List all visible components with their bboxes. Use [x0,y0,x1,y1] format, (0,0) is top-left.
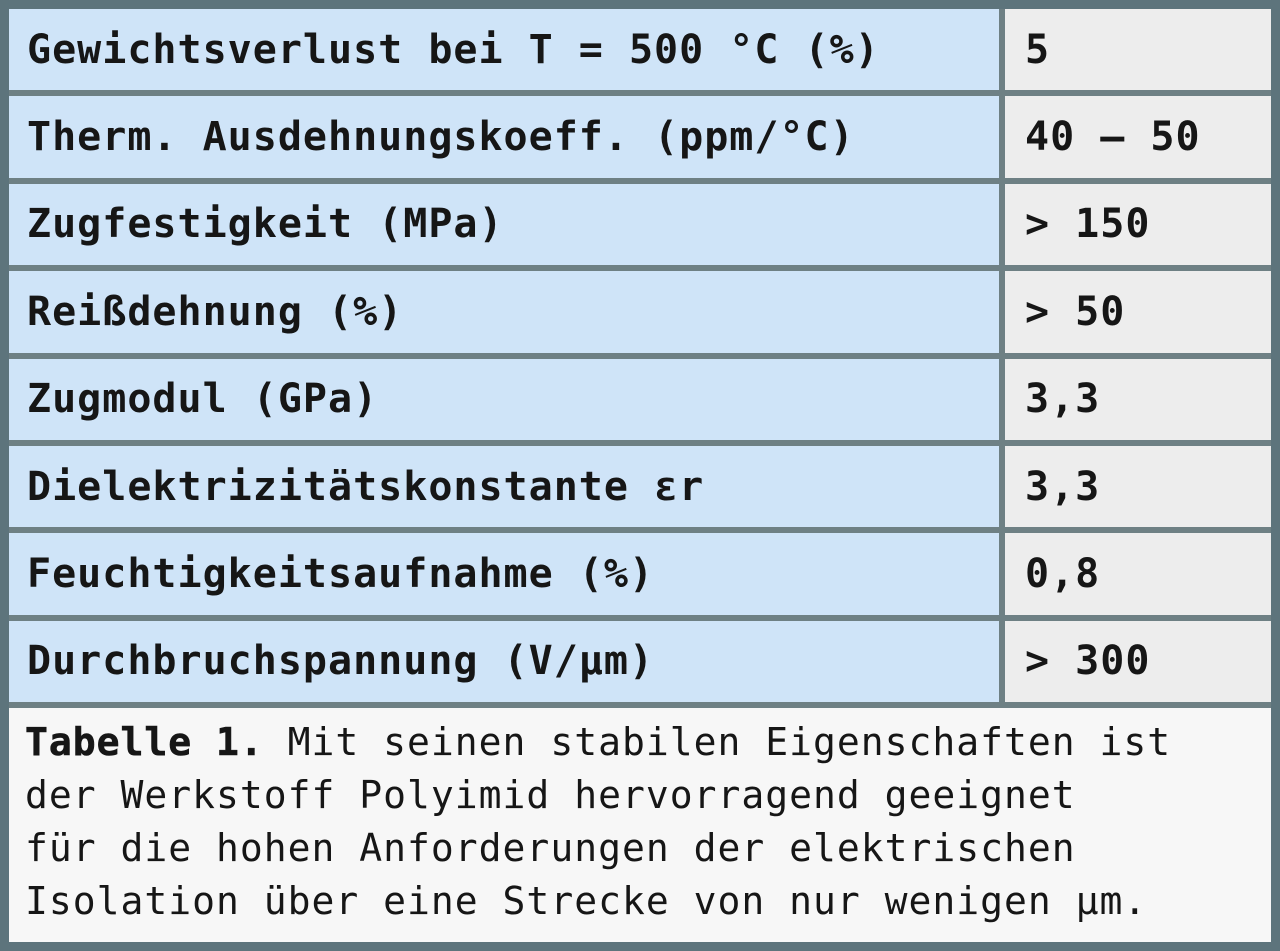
caption-line: Isolation über eine Strecke von nur weni… [25,879,1148,923]
caption-line: für die hohen Anforderungen der elektris… [25,826,1076,870]
value-cell: > 150 [1005,183,1271,266]
property-cell: Zugfestigkeit (MPa) [9,183,1005,266]
value-text: > 50 [1025,288,1126,335]
table-row: Therm. Ausdehnungskoeff. (ppm/°C) 40 – 5… [9,96,1271,184]
caption-line: der Werkstoff Polyimid hervorragend geei… [25,773,1076,817]
value-text: 0,8 [1025,550,1101,597]
property-label: Dielektrizitätskonstante εr [27,463,705,510]
table-row: Reißdehnung (%) > 50 [9,271,1271,359]
value-cell: > 50 [1005,271,1271,353]
value-cell: 3,3 [1005,358,1271,440]
value-text: 5 [1025,26,1051,73]
value-text: 3,3 [1025,376,1101,423]
value-cell: 40 – 50 [1005,96,1271,178]
property-cell: Durchbruchspannung (V/µm) [9,620,1005,702]
property-label: Feuchtigkeitsaufnahme (%) [27,550,655,597]
property-label: Zugfestigkeit (MPa) [27,201,504,248]
value-cell: > 300 [1005,620,1271,702]
property-cell: Gewichtsverlust bei T = 500 °C (%) [9,9,1005,91]
value-text: 3,3 [1025,463,1101,510]
caption-line: Tabelle 1. Mit seinen stabilen Eigenscha… [25,716,1255,769]
table-row: Dielektrizitätskonstante εr 3,3 [9,445,1271,534]
value-text: > 300 [1025,638,1151,685]
caption-text: Mit seinen stabilen Eigenschaften ist [263,720,1172,764]
table-caption: Tabelle 1. Mit seinen stabilen Eigenscha… [9,708,1271,942]
property-label: Zugmodul (GPa) [27,376,379,423]
property-label: Reißdehnung (%) [27,288,404,335]
property-cell: Zugmodul (GPa) [9,358,1005,440]
value-cell: 3,3 [1005,445,1271,528]
value-text: > 150 [1025,201,1151,248]
value-cell: 0,8 [1005,533,1271,615]
property-cell: Feuchtigkeitsaufnahme (%) [9,533,1005,615]
caption-label: Tabelle 1. [25,720,264,765]
table-row: Feuchtigkeitsaufnahme (%) 0,8 [9,533,1271,621]
table-row: Zugfestigkeit (MPa) > 150 [9,183,1271,272]
value-text: 40 – 50 [1025,114,1201,161]
table-row: Zugmodul (GPa) 3,3 [9,358,1271,446]
value-cell: 5 [1005,9,1271,91]
property-label: Gewichtsverlust bei T = 500 °C (%) [27,26,880,73]
property-label: Therm. Ausdehnungskoeff. (ppm/°C) [27,114,855,161]
table-row: Durchbruchspannung (V/µm) > 300 [9,620,1271,708]
property-cell: Reißdehnung (%) [9,271,1005,353]
property-cell: Dielektrizitätskonstante εr [9,445,1005,528]
property-label: Durchbruchspannung (V/µm) [27,638,655,685]
property-cell: Therm. Ausdehnungskoeff. (ppm/°C) [9,96,1005,178]
table-row: Gewichtsverlust bei T = 500 °C (%) 5 [9,9,1271,97]
